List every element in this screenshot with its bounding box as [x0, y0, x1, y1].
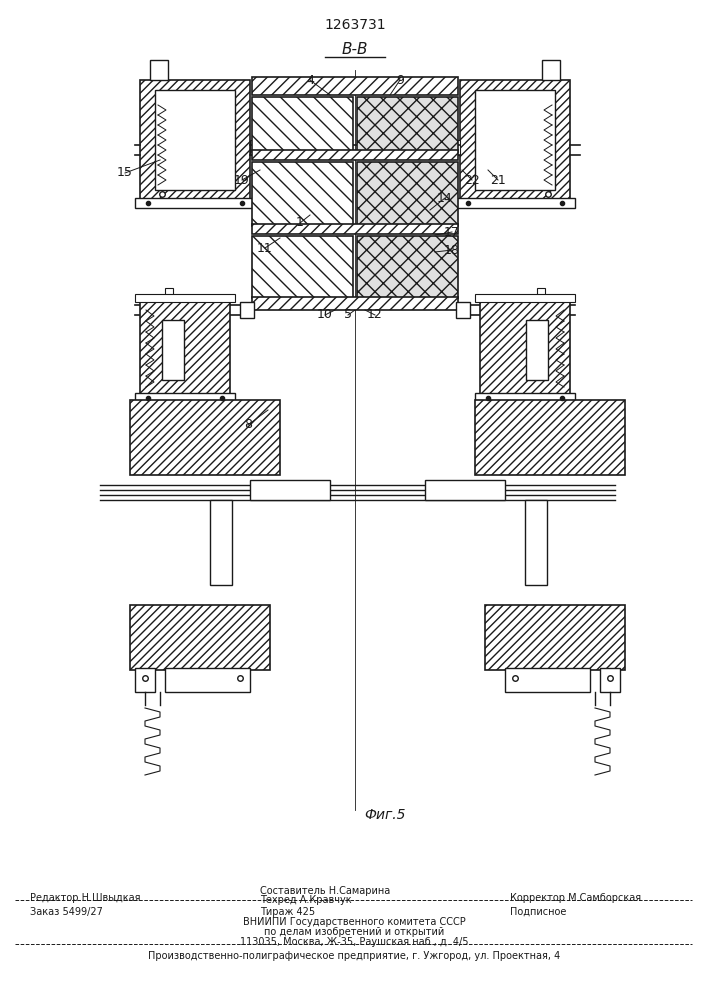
Bar [252, 224, 458, 234]
Text: 5: 5 [344, 308, 352, 322]
Bar [425, 480, 505, 500]
Bar [452, 140, 460, 155]
Text: 4: 4 [306, 74, 314, 87]
Text: 21: 21 [490, 174, 506, 186]
Bar [525, 500, 547, 585]
Text: Корректор М.Самборская: Корректор М.Самборская [510, 893, 641, 903]
Bar [252, 162, 353, 226]
Text: 14: 14 [437, 192, 453, 205]
Bar [135, 198, 255, 208]
Text: В-В: В-В [341, 42, 368, 57]
Bar [357, 236, 458, 298]
Bar [135, 393, 235, 403]
Text: Заказ 5499/27: Заказ 5499/27 [30, 907, 103, 917]
Bar [155, 90, 235, 190]
Text: Редактор Н.Швыдкая: Редактор Н.Швыдкая [30, 893, 141, 903]
Text: 113035, Москва, Ж-35, Раушская наб., д. 4/5: 113035, Москва, Ж-35, Раушская наб., д. … [240, 937, 468, 947]
Bar [456, 302, 470, 318]
Text: 22: 22 [464, 174, 480, 186]
Bar [537, 288, 545, 300]
Bar [250, 140, 258, 155]
Bar [485, 605, 625, 670]
Bar [357, 162, 458, 226]
Bar [252, 150, 458, 160]
Bar [475, 90, 555, 190]
Bar [165, 668, 250, 692]
Bar [252, 97, 353, 152]
Bar [150, 60, 168, 80]
Bar [542, 60, 560, 80]
Bar [475, 400, 625, 475]
Bar [130, 400, 280, 475]
Bar [135, 668, 155, 692]
Text: по делам изобретений и открытий: по делам изобретений и открытий [264, 927, 444, 937]
Text: Тираж 425: Тираж 425 [260, 907, 315, 917]
Bar [455, 198, 575, 208]
Text: 11: 11 [257, 241, 273, 254]
Text: Производственно-полиграфическое предприятие, г. Ужгород, ул. Проектная, 4: Производственно-полиграфическое предприя… [148, 951, 560, 961]
Bar [210, 500, 232, 585]
Text: Техред А.Кравчук: Техред А.Кравчук [260, 895, 351, 905]
Text: 17: 17 [444, 226, 460, 238]
Bar [600, 668, 620, 692]
Bar [460, 80, 570, 200]
Text: 19: 19 [234, 174, 250, 186]
Bar [165, 288, 173, 300]
Text: 10: 10 [317, 308, 333, 322]
Text: Фиг.5: Фиг.5 [364, 808, 406, 822]
Bar [475, 294, 575, 302]
Bar [252, 77, 458, 95]
Text: 15: 15 [117, 166, 133, 180]
Bar [240, 302, 254, 318]
Bar [252, 236, 353, 298]
Bar [357, 97, 458, 152]
Text: 8: 8 [244, 418, 252, 432]
Bar [130, 605, 270, 670]
Text: Подписное: Подписное [510, 907, 566, 917]
Text: 1: 1 [296, 217, 304, 230]
Bar [135, 294, 235, 302]
Bar [505, 668, 590, 692]
Bar [475, 393, 575, 403]
Text: 9: 9 [396, 74, 404, 87]
Bar [526, 320, 548, 380]
Text: ВНИИПИ Государственного комитета СССР: ВНИИПИ Государственного комитета СССР [243, 917, 465, 927]
Bar [140, 80, 250, 200]
Text: 12: 12 [367, 308, 383, 322]
Bar [140, 300, 230, 395]
Bar [250, 480, 330, 500]
Text: Составитель Н.Самарина: Составитель Н.Самарина [260, 886, 390, 896]
Bar [480, 300, 570, 395]
Bar [252, 297, 458, 310]
Text: 18: 18 [444, 243, 460, 256]
Text: 1263731: 1263731 [325, 18, 386, 32]
Bar [162, 320, 184, 380]
